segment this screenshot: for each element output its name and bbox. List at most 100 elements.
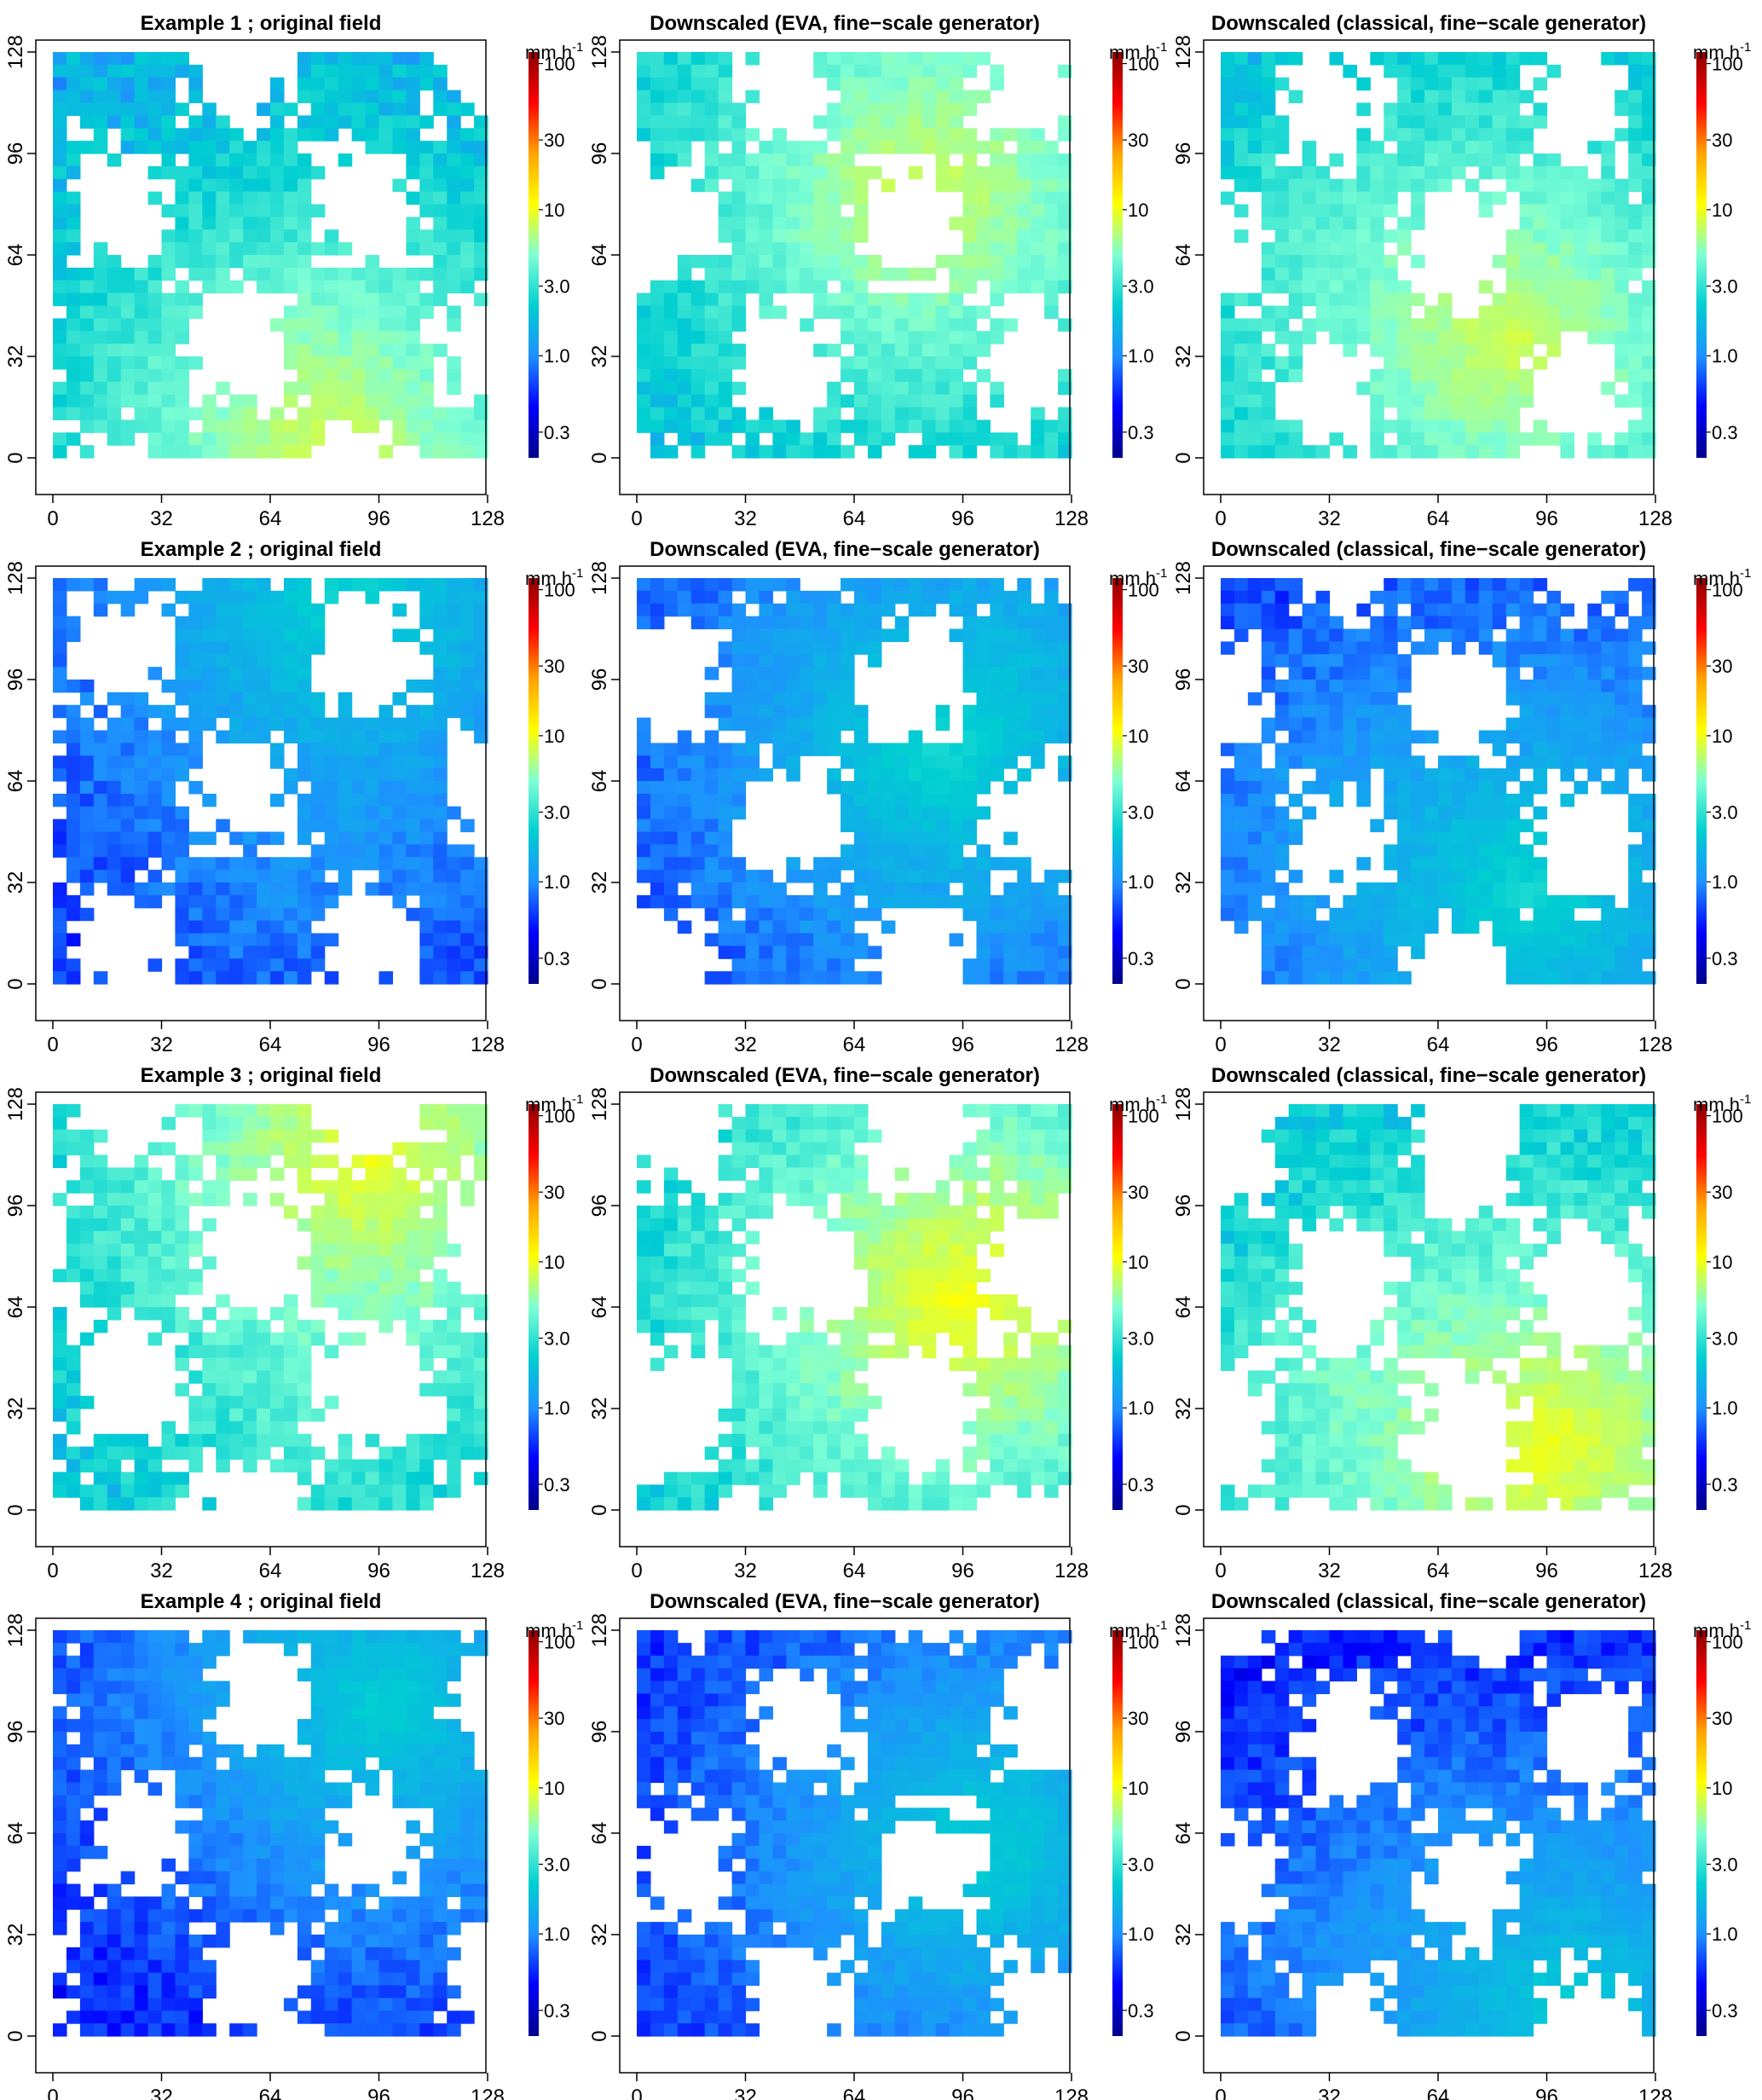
panel-r2c2: Downscaled (EVA, fine−scale generator) 0 3… <box>588 538 1167 1056</box>
y-tick-label: 32 <box>588 1397 611 1420</box>
colorbar-unit: mm h-1 <box>525 1618 583 1641</box>
y-tick-label: 128 <box>1172 1087 1195 1121</box>
unit-base: mm h <box>525 568 572 589</box>
x-tick-label: 0 <box>631 1033 642 1056</box>
panel-r1c3: Downscaled (classical, fine−scale genera… <box>1172 12 1751 530</box>
y-tick-label: 64 <box>1172 1822 1195 1845</box>
rain-field <box>637 1630 1072 2037</box>
colorbar-tick-label: 10 <box>1128 1778 1148 1799</box>
panel-r3c2: Downscaled (EVA, fine−scale generator) 0 3… <box>588 1064 1167 1582</box>
colorbar-tick-label: 3.0 <box>1128 801 1154 823</box>
colorbar-tick-label: 100 <box>544 54 575 75</box>
y-tick-label: 64 <box>1172 244 1195 267</box>
unit-base: mm h <box>1693 42 1740 63</box>
x-tick-label: 128 <box>1054 1033 1089 1056</box>
x-tick-label: 64 <box>843 1033 866 1056</box>
unit-exponent: -1 <box>1156 1618 1167 1633</box>
colorbar-tick-label: 1.0 <box>1128 1924 1154 1945</box>
x-tick-label: 128 <box>471 1033 505 1056</box>
x-tick-label: 0 <box>47 507 58 530</box>
colorbar-tick-label: 30 <box>1712 130 1732 151</box>
panel-title: Example 1 ; original field <box>141 12 382 35</box>
plot-frame <box>1203 1617 1655 2074</box>
y-tick-label: 96 <box>4 1195 27 1218</box>
panel-title: Downscaled (EVA, fine−scale generator) <box>650 12 1040 35</box>
rain-field <box>1221 578 1656 985</box>
y-tick-label: 96 <box>4 1721 27 1744</box>
colorbar-tick-label: 0.3 <box>1712 948 1738 969</box>
rain-field <box>53 52 488 459</box>
plot-frame <box>35 565 487 1021</box>
panel-r1c1: Example 1 ; original field 0 32 64 96 128 0 32 6… <box>4 12 583 530</box>
x-tick-label: 128 <box>1054 1559 1089 1582</box>
colorbar <box>1112 1630 1123 2036</box>
colorbar-tick-label: 10 <box>544 1252 564 1273</box>
colorbar-tick-label: 3.0 <box>1712 1854 1738 1875</box>
colorbar-tick-label: 10 <box>1128 1252 1148 1273</box>
rain-field <box>1221 52 1656 459</box>
colorbar-unit: mm h-1 <box>1693 1618 1751 1641</box>
y-tick-label: 64 <box>588 1822 611 1845</box>
x-tick-label: 64 <box>843 2086 866 2100</box>
colorbar-tick-label: 1.0 <box>1712 1397 1738 1419</box>
panel-title: Downscaled (EVA, fine−scale generator) <box>650 538 1040 561</box>
x-tick-label: 32 <box>150 1033 173 1056</box>
colorbar <box>1696 52 1707 458</box>
colorbar-tick-label: 0.3 <box>1128 2000 1154 2022</box>
plot-frame <box>1203 565 1655 1021</box>
colorbar-tick-label: 10 <box>1128 200 1148 221</box>
unit-base: mm h <box>1693 568 1740 589</box>
panel-title: Downscaled (classical, fine−scale genera… <box>1211 12 1646 35</box>
x-tick-label: 64 <box>1427 1033 1450 1056</box>
colorbar-unit: mm h-1 <box>1693 40 1751 63</box>
x-tick-label: 0 <box>47 1559 58 1582</box>
colorbar-tick-label: 0.3 <box>1712 1474 1738 1495</box>
colorbar-tick-label: 100 <box>544 1632 575 1653</box>
colorbar-unit: mm h-1 <box>1109 566 1167 589</box>
panel-title: Example 3 ; original field <box>141 1064 382 1087</box>
colorbar-tick-label: 1.0 <box>544 871 570 893</box>
x-tick-label: 64 <box>259 1559 282 1582</box>
y-tick-label: 128 <box>4 561 27 595</box>
y-tick-label: 0 <box>588 978 611 989</box>
colorbar-tick-label: 10 <box>544 726 564 747</box>
y-tick-label: 32 <box>588 1924 611 1947</box>
x-tick-label: 96 <box>1535 2086 1558 2100</box>
y-tick-label: 64 <box>4 770 27 793</box>
colorbar-tick-label: 1.0 <box>1712 345 1738 367</box>
unit-exponent: -1 <box>1740 1092 1751 1107</box>
colorbar-tick-label: 3.0 <box>1712 1328 1738 1349</box>
y-tick-label: 0 <box>1172 2030 1195 2041</box>
colorbar <box>529 52 539 458</box>
x-tick-label: 0 <box>1215 2086 1226 2100</box>
unit-exponent: -1 <box>1740 1618 1751 1633</box>
unit-exponent: -1 <box>1740 566 1751 581</box>
unit-exponent: -1 <box>1740 40 1751 55</box>
x-tick-label: 32 <box>1318 1033 1341 1056</box>
y-tick-label: 96 <box>4 142 27 165</box>
y-tick-label: 128 <box>588 35 611 69</box>
x-tick-label: 32 <box>150 1559 173 1582</box>
x-tick-label: 64 <box>259 1033 282 1056</box>
y-tick-label: 128 <box>1172 1613 1195 1647</box>
rain-field <box>637 52 1072 459</box>
x-tick-label: 128 <box>471 1559 505 1582</box>
x-tick-label: 0 <box>631 1559 642 1582</box>
y-tick-label: 96 <box>588 1195 611 1218</box>
colorbar-tick-label: 3.0 <box>544 801 570 823</box>
panel-r3c1: Example 3 ; original field 0 32 64 96 128 0 32 6… <box>4 1064 583 1582</box>
x-tick-label: 128 <box>1638 507 1672 530</box>
x-tick-label: 96 <box>367 1033 390 1056</box>
colorbar-tick-label: 30 <box>544 1708 564 1729</box>
y-tick-label: 96 <box>588 1721 611 1744</box>
x-tick-label: 128 <box>471 507 505 530</box>
colorbar-unit: mm h-1 <box>1109 1092 1167 1115</box>
unit-exponent: -1 <box>572 566 583 581</box>
unit-base: mm h <box>525 42 572 63</box>
y-tick-label: 128 <box>4 1613 27 1647</box>
colorbar-tick-label: 1.0 <box>1128 345 1154 367</box>
colorbar <box>1696 578 1707 984</box>
colorbar-tick-label: 0.3 <box>1128 948 1154 969</box>
x-tick-label: 64 <box>1427 2086 1450 2100</box>
